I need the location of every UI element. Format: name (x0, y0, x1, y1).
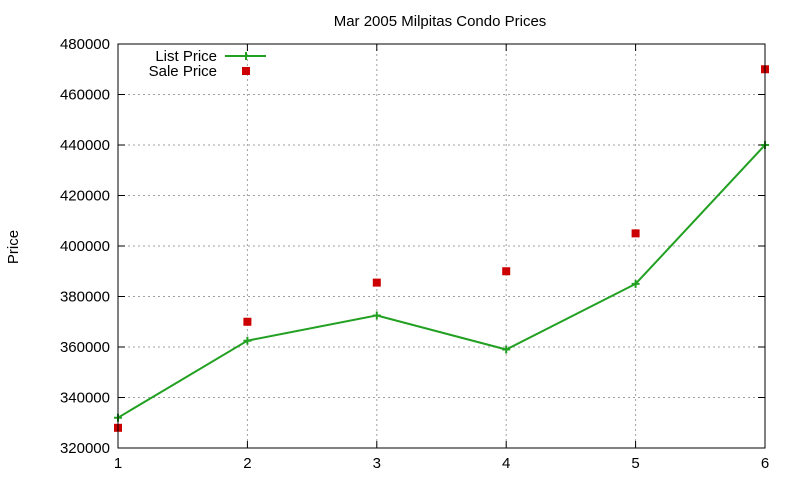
chart-title: Mar 2005 Milpitas Condo Prices (334, 13, 547, 30)
sale-price-point (243, 317, 252, 326)
y-tick-label: 480000 (60, 36, 110, 53)
y-tick-label: 460000 (60, 87, 110, 104)
legend-label-list-price: List Price (155, 48, 217, 65)
x-tick-label: 1 (114, 455, 122, 472)
y-axis-ticks: 320000 340000 360000 380000 400000 420000 4400… (60, 36, 765, 457)
legend-marker-list-price (242, 52, 250, 60)
plot-series (114, 65, 769, 432)
x-tick-label: 6 (761, 455, 769, 472)
grid (118, 44, 765, 448)
x-tick-label: 5 (631, 455, 639, 472)
legend-label-sale-price: Sale Price (149, 63, 217, 80)
list-price-line (117, 144, 766, 419)
x-tick-label: 4 (502, 455, 510, 472)
y-tick-label: 420000 (60, 188, 110, 205)
y-tick-label: 340000 (60, 390, 110, 407)
list-price-point (502, 345, 511, 354)
list-price-point (631, 279, 640, 288)
y-tick-label: 400000 (60, 238, 110, 255)
sale-price-point (372, 278, 381, 287)
list-price-point (372, 311, 381, 320)
x-axis-ticks: 1 2 3 4 5 6 (114, 44, 769, 472)
y-tick-label: 360000 (60, 339, 110, 356)
y-tick-label: 320000 (60, 440, 110, 457)
x-tick-label: 3 (373, 455, 381, 472)
y-tick-label: 440000 (60, 137, 110, 154)
list-price-point (243, 336, 252, 345)
legend-marker-sale-price (242, 67, 250, 75)
plot-frame (117, 43, 766, 449)
sale-price-point (502, 267, 511, 276)
y-axis-label: Price (5, 230, 22, 264)
sale-price-point (631, 229, 640, 238)
y-tick-label: 380000 (60, 289, 110, 306)
x-tick-label: 2 (243, 455, 251, 472)
